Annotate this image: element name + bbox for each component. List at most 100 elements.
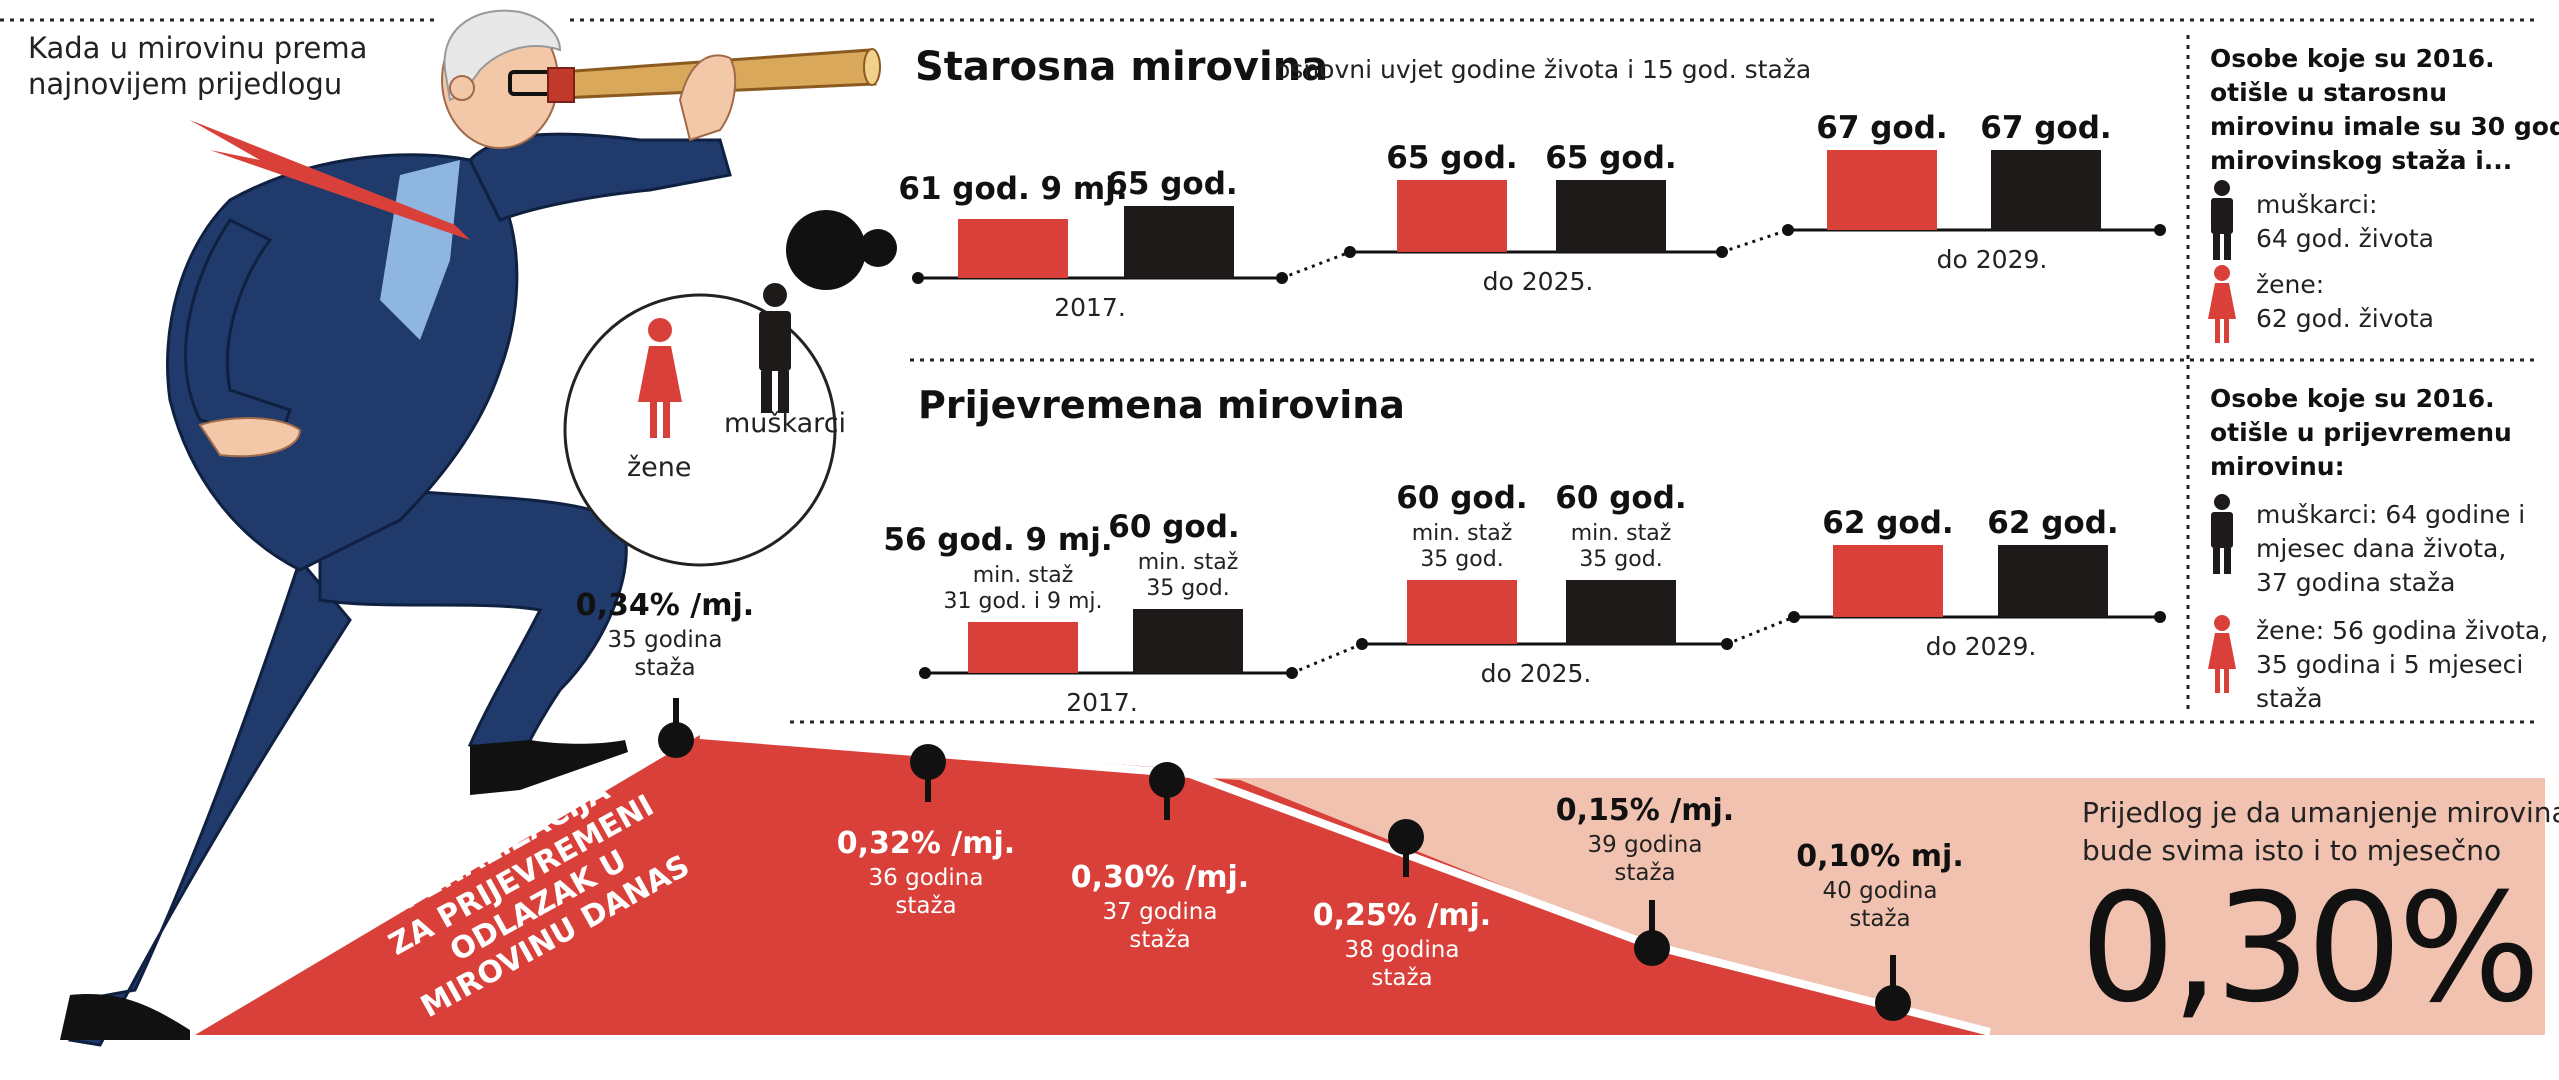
- baseline-dot-left-2: [1782, 224, 1794, 236]
- penalty-value-label-2: 0,30% /mj.: [1071, 860, 1249, 895]
- penalty-stage-label-1: staža: [895, 893, 956, 919]
- legend-women-label: žene: [627, 452, 692, 483]
- thought-bubble-small: [859, 229, 897, 267]
- baseline-dot-right-2: [2154, 224, 2166, 236]
- proposal-line-1: Prijedlog je da umanjenje mirovina: [2082, 796, 2559, 829]
- bar-men-2: [1998, 545, 2108, 617]
- penalty-value-label-5: 0,10% mj.: [1796, 839, 1963, 874]
- old-age-title: Starosna mirovina: [915, 44, 1328, 90]
- penalty-stage-label-5: staža: [1849, 906, 1910, 932]
- bar-note-men-1-1: min. staž: [1571, 521, 1672, 546]
- side-early-men-3: 37 godina staža: [2256, 568, 2455, 597]
- bar-women-0: [968, 622, 1078, 673]
- bar-men-1: [1566, 580, 1676, 644]
- bar-women-2: [1833, 545, 1943, 617]
- side-early-heading-2: otišle u prijevremenu: [2210, 418, 2512, 447]
- penalty-point-4: [1634, 930, 1670, 966]
- bar-label-women-1: 65 god.: [1386, 140, 1517, 176]
- front-shoe: [470, 740, 628, 795]
- ramp-top-edge: [699, 731, 1991, 1036]
- intro-line-2: najnovijem prijedlogu: [28, 67, 342, 101]
- old-age-subtitle: osnovni uvjet godine života i 15 god. st…: [1275, 55, 1811, 84]
- penalty-stage-label-2: staža: [1129, 927, 1190, 953]
- back-leg: [68, 556, 352, 1047]
- bar-women-2: [1827, 150, 1937, 230]
- bar-label-women-2: 67 god.: [1816, 110, 1947, 146]
- penalty-years-label-2: 37 godina: [1103, 899, 1218, 925]
- bar-label-women-0: 61 god. 9 mj.: [898, 171, 1127, 207]
- proposal-line-2: bude svima isto i to mjesečno: [2082, 834, 2501, 867]
- bar-men-1: [1556, 180, 1666, 252]
- penalty-value-label-1: 0,32% /mj.: [837, 826, 1015, 861]
- legend: žene muškarci: [563, 283, 846, 567]
- connector-0: [1291, 642, 1363, 675]
- baseline-dot-left-0: [912, 272, 924, 284]
- side-old-men-2: 64 god. života: [2256, 224, 2434, 253]
- penalty-years-label-3: 38 godina: [1345, 937, 1460, 963]
- bar-note-women-0-2: 31 god. i 9 mj.: [944, 589, 1103, 614]
- penalty-point-1: [910, 744, 946, 780]
- ear: [449, 75, 475, 101]
- bar-note-men-1-2: 35 god.: [1579, 547, 1662, 572]
- bar-label-men-2: 67 god.: [1980, 110, 2111, 146]
- penalty-point-3: [1388, 819, 1424, 855]
- side-early-man-icon: [2211, 494, 2233, 574]
- bar-label-women-2: 62 god.: [1822, 505, 1953, 541]
- proposal-panel: [1190, 778, 2545, 1035]
- side-old-women-2: 62 god. života: [2256, 304, 2434, 333]
- penalty-value-label-4: 0,15% /mj.: [1556, 793, 1734, 828]
- bar-label-women-1: 60 god.: [1396, 480, 1527, 516]
- side-old-man-icon: [2211, 180, 2233, 260]
- category-label-0: 2017.: [1066, 688, 1138, 717]
- bar-note-women-1-1: min. staž: [1412, 521, 1513, 546]
- connector-1: [1721, 228, 1789, 254]
- side-old-women-1: žene:: [2256, 270, 2324, 299]
- penalty-chart: 0,34% /mj. 35 godina staža 0,32% /mj. 36 god…: [576, 588, 1964, 1021]
- separators: [0, 18, 2540, 724]
- proposal-value: 0,30%: [2080, 862, 2537, 1036]
- bar-label-women-0: 56 god. 9 mj.: [883, 522, 1112, 558]
- tie: [190, 120, 470, 240]
- old-age-chart: 2017.61 god. 9 mj.65 god.do 2025.65 god.…: [898, 110, 2166, 322]
- penalty-stage-label-3: staža: [1371, 965, 1432, 991]
- intro-line-1: Kada u mirovinu prema: [28, 31, 367, 65]
- penalty-years-label-1: 36 godina: [869, 865, 984, 891]
- penalty-value-label-0: 0,34% /mj.: [576, 588, 754, 623]
- bar-men-0: [1133, 609, 1243, 673]
- bar-women-0: [958, 219, 1068, 278]
- side-old-heading-3: mirovinu imale su 30 god.: [2210, 112, 2559, 141]
- category-label-2: do 2029.: [1937, 245, 2048, 274]
- side-old-heading-4: mirovinskog staža i...: [2210, 146, 2512, 175]
- side-early-women-3: staža: [2256, 684, 2323, 713]
- penalty-stage-label-4: staža: [1614, 860, 1675, 886]
- category-label-1: do 2025.: [1481, 659, 1592, 688]
- man-icon: [759, 283, 791, 413]
- bar-note-men-0-2: 35 god.: [1146, 576, 1229, 601]
- penalty-point-5: [1875, 985, 1911, 1021]
- side-old-woman-icon: [2208, 265, 2236, 343]
- hip-hand: [198, 417, 302, 458]
- baseline-dot-right-2: [2154, 611, 2166, 623]
- bar-note-women-1-2: 35 god.: [1420, 547, 1503, 572]
- bar-men-0: [1124, 206, 1234, 278]
- baseline-dot-left-0: [919, 667, 931, 679]
- front-leg: [318, 478, 628, 762]
- category-label-0: 2017.: [1054, 293, 1126, 322]
- thought-bubble-large: [786, 210, 866, 290]
- side-early: Osobe koje su 2016. otišle u prijevremen…: [2208, 384, 2548, 713]
- legend-men-label: muškarci: [724, 408, 846, 439]
- telescope-lens: [863, 48, 881, 86]
- penalty-years-label-4: 39 godina: [1588, 832, 1703, 858]
- penalty-years-label-0: 35 godina: [608, 627, 723, 653]
- ramp-floor: [195, 1035, 2545, 1041]
- penalty-ramp: [195, 731, 2545, 1041]
- side-old-men-1: muškarci:: [2256, 190, 2377, 219]
- side-old-age: Osobe koje su 2016. otišle u starosnu mi…: [2208, 44, 2559, 343]
- penalty-years-label-5: 40 godina: [1823, 878, 1938, 904]
- businessman-illustration: [60, 9, 881, 1047]
- telescope-hand: [678, 54, 737, 142]
- bar-men-2: [1991, 150, 2101, 230]
- old-age-title-text: Starosna mirovina: [915, 44, 1328, 90]
- telescope-eyepiece: [547, 67, 575, 103]
